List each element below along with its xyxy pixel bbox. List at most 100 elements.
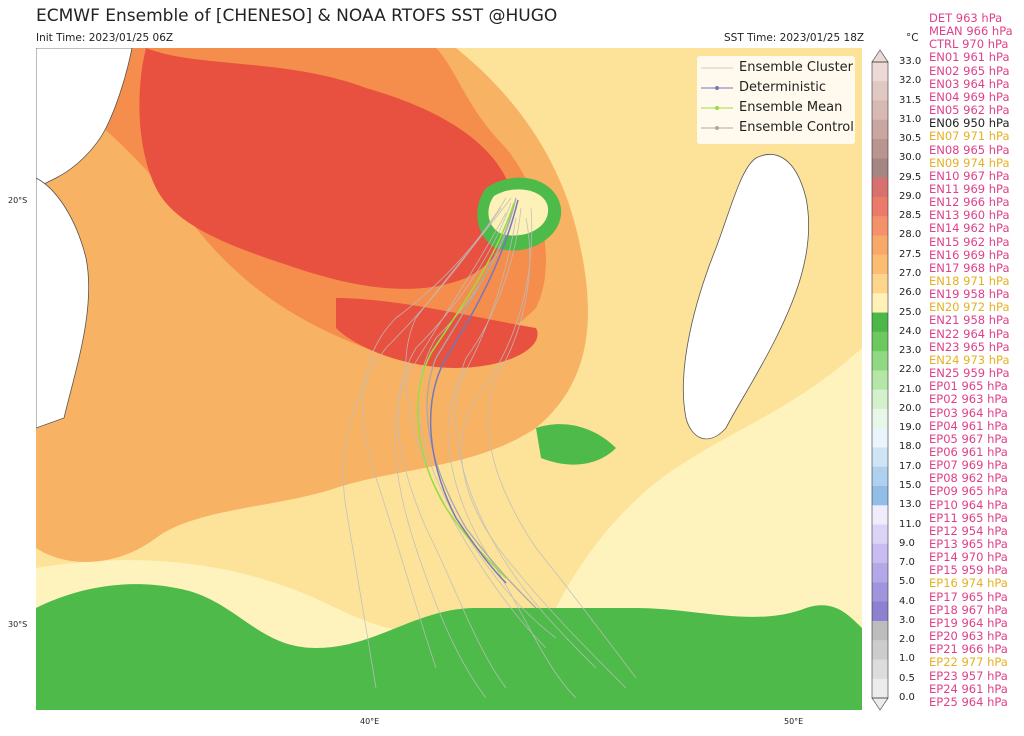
legend-deterministic: Deterministic xyxy=(697,78,855,98)
colorbar-tick-label: 31.0 xyxy=(899,113,922,125)
colorbar-segment xyxy=(872,486,888,506)
colorbar-tick-label: 7.0 xyxy=(899,557,915,569)
member-pressure-item: EN23 965 hPa xyxy=(929,339,1010,354)
colorbar-segment xyxy=(872,389,888,410)
colorbar-segment xyxy=(872,254,888,275)
colorbar-tick-label: 5.0 xyxy=(899,576,915,588)
sst-map[interactable] xyxy=(36,48,862,710)
colorbar-tick-label: 1.0 xyxy=(899,653,915,665)
colorbar-segment xyxy=(872,62,888,82)
colorbar-tick-label: 27.0 xyxy=(899,268,922,279)
colorbar-tick-label: 33.0 xyxy=(899,56,922,67)
deterministic-track xyxy=(429,199,519,584)
member-pressure-item: EP25 964 hPa xyxy=(929,694,1008,709)
init-time-label: Init Time: 2023/01/25 06Z xyxy=(36,32,174,44)
member-pressure-item: EN14 962 hPa xyxy=(929,221,1010,236)
ensemble-control-track xyxy=(426,197,537,609)
member-pressure-item: EN22 964 hPa xyxy=(929,326,1010,341)
colorbar-tick-label: 4.0 xyxy=(899,595,915,607)
colorbar-segment xyxy=(872,139,888,159)
ensemble-mean-track xyxy=(417,202,515,579)
colorbar-segment xyxy=(872,331,888,352)
colorbar-tick-label: 21.0 xyxy=(899,383,922,395)
colorbar-tick-label: 30.0 xyxy=(899,152,922,164)
member-pressure-item: DET 963 hPa xyxy=(929,11,1003,25)
colorbar-outline xyxy=(871,61,889,699)
member-pressure-item: EP06 961 hPa xyxy=(929,444,1008,459)
member-pressure-item: EN19 958 hPa xyxy=(929,287,1010,302)
colorbar-segment xyxy=(872,659,888,680)
legend-label: Ensemble Control xyxy=(739,120,854,135)
colorbar-segment xyxy=(872,447,888,468)
member-pressure-item: EP02 963 hPa xyxy=(929,392,1008,407)
colorbar-tick-label: 0.5 xyxy=(899,672,915,684)
colorbar-tick-label: 22.0 xyxy=(899,364,922,376)
colorbar-segment xyxy=(872,216,888,236)
member-pressure-item: EP09 965 hPa xyxy=(929,484,1008,499)
legend-label: Ensemble Mean xyxy=(739,100,843,115)
colorbar-tick-label: 9.0 xyxy=(899,537,915,549)
lat-label-20s: 20°S xyxy=(8,196,28,205)
member-pressure-item: EP13 965 hPa xyxy=(929,537,1008,551)
colorbar-tick-label: 17.0 xyxy=(899,460,922,472)
member-pressure-item: EN15 962 hPa xyxy=(929,234,1010,249)
member-pressure-item: EP14 970 hPa xyxy=(929,550,1008,565)
colorbar-tick-label: 18.0 xyxy=(899,441,922,453)
colorbar-tick-label: 29.0 xyxy=(899,190,922,202)
colorbar-unit: °C xyxy=(906,32,919,44)
colorbar-segment xyxy=(872,601,888,622)
sst-time-label: SST Time: 2023/01/25 18Z xyxy=(724,32,865,44)
colorbar-segment xyxy=(872,466,888,487)
africa-land xyxy=(36,48,133,189)
colorbar-tick-label: 23.0 xyxy=(899,345,922,357)
colorbar-segment xyxy=(872,293,888,314)
map-title: ECMWF Ensemble of [CHENESO] & NOAA RTOFS… xyxy=(36,6,558,26)
member-pressure-item: EN13 960 hPa xyxy=(929,208,1010,223)
member-pressure-item: EN02 965 hPa xyxy=(929,63,1010,78)
colorbar-tick-label: 26.0 xyxy=(899,287,922,299)
member-pressure-item: EP18 967 hPa xyxy=(929,602,1008,617)
member-pressure-item: EP16 974 hPa xyxy=(929,576,1008,591)
member-pressure-item: EN25 959 hPa xyxy=(929,366,1010,381)
member-pressure-item: EP12 954 hPa xyxy=(929,523,1008,538)
member-pressure-item: CTRL 970 hPa xyxy=(929,37,1009,52)
sst-map-canvas xyxy=(36,48,862,710)
colorbar-tick-label: 3.0 xyxy=(899,614,915,626)
colorbar-segment xyxy=(872,100,888,121)
colorbar-segment xyxy=(872,582,888,603)
colorbar-tick-label: 30.5 xyxy=(899,133,922,145)
colorbar-tick-label: 25.0 xyxy=(899,306,922,318)
member-pressure-item: EN01 961 hPa xyxy=(929,50,1010,65)
colorbar-segment xyxy=(872,678,888,699)
member-pressure-item: EP20 963 hPa xyxy=(929,629,1008,644)
member-pressure-item: EN05 962 hPa xyxy=(929,103,1010,118)
member-pressure-item: EP04 961 hPa xyxy=(929,418,1008,433)
legend-label: Ensemble Cluster xyxy=(739,60,854,75)
member-pressure-item: EN03 964 hPa xyxy=(929,76,1010,91)
member-pressure-item: EP08 962 hPa xyxy=(929,471,1008,486)
member-pressure-item: EP10 964 hPa xyxy=(929,497,1008,512)
colorbar-segment xyxy=(872,196,888,217)
sst-30-tongue xyxy=(336,298,538,368)
colorbar-tick-label: 19.0 xyxy=(899,422,922,434)
sst-cool-south xyxy=(36,584,862,710)
colorbar-tick-label: 15.0 xyxy=(899,480,922,491)
sst-colorbar xyxy=(871,49,889,711)
member-pressure-item: EN08 965 hPa xyxy=(929,142,1010,157)
colorbar-segment xyxy=(872,620,888,641)
track-legend: Ensemble Cluster Deterministic Ensemble … xyxy=(697,56,855,144)
member-pressure-item: EP15 959 hPa xyxy=(929,563,1008,578)
member-pressure-item: EN18 971 hPa xyxy=(929,274,1010,288)
colorbar-segment xyxy=(872,408,888,429)
colorbar-tick-label: 32.0 xyxy=(899,75,922,87)
colorbar-segment xyxy=(872,524,888,545)
member-pressure-item: EN04 969 hPa xyxy=(929,89,1010,104)
member-pressure-item: EP23 957 hPa xyxy=(929,668,1008,683)
lon-label-50e: 50°E xyxy=(784,717,804,726)
member-pressure-item: EN17 968 hPa xyxy=(929,260,1010,275)
colorbar-tick-label: 11.0 xyxy=(899,518,922,530)
eddy-light xyxy=(488,189,549,236)
lon-label-40e: 40°E xyxy=(360,717,380,726)
member-pressure-item: MEAN 966 hPa xyxy=(929,24,1013,39)
legend-ensemble-cluster: Ensemble Cluster xyxy=(697,58,855,78)
